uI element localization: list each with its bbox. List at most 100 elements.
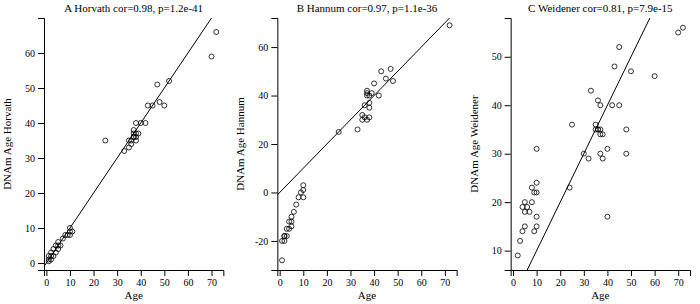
tick: 60 [183,270,193,288]
tick-mark [303,270,304,276]
scatter-point [376,93,381,98]
scatter-point [532,229,537,234]
tick: 0 [278,270,283,288]
y-axis: 1020304050 [492,19,512,271]
tick-mark [38,228,44,229]
tick: 60 [650,270,660,288]
tick-label: 50 [492,51,502,62]
axis-line [38,19,45,271]
plot-area [277,18,456,270]
tick-mark [584,270,585,276]
tick-label: 70 [674,277,684,288]
tick-label: 50 [627,277,637,288]
scatter-point [134,121,139,126]
scatter-point [652,74,657,79]
plot-area [511,18,690,270]
tick-label: 30 [346,277,356,288]
tick-mark [513,270,514,276]
tick: 10 [492,245,511,256]
scatter-point [600,156,605,161]
tick-label: 60 [650,277,660,288]
scatter-point [595,98,600,103]
tick-label: 0 [511,277,516,288]
tick: 20 [258,139,277,150]
tick-label: 20 [556,277,566,288]
scatter-point [600,132,605,137]
tick-label: 0 [44,277,49,288]
axis-line [511,271,690,277]
tick-label: 60 [258,42,268,53]
scatter-point [301,183,306,188]
tick-mark [117,270,118,276]
tick-label: 10 [532,277,542,288]
tick-label: 30 [113,277,123,288]
tick-label: 0 [263,187,268,198]
tick-mark [631,270,632,276]
scatter-point [522,209,527,214]
tick-mark [271,47,277,48]
tick-mark [38,53,44,54]
tick: 40 [603,270,613,288]
scatter-point [520,229,525,234]
tick-label: 50 [25,83,35,94]
panel: 0102030405060700102030405060A Horvath co… [1,1,224,302]
tick-label: 40 [25,118,35,129]
tick-mark [537,270,538,276]
tick-label: 10 [65,277,75,288]
scatter-point [296,195,301,200]
tick-mark [505,202,511,203]
scatter-point [390,79,395,84]
tick-mark [505,57,511,58]
scatter-point [598,151,603,156]
scatter-point [157,100,162,105]
scatter-point [598,103,603,108]
scatter-point [624,127,629,132]
x-axis: 010203040506070 [44,270,223,288]
tick: 50 [492,51,511,62]
tick: 40 [136,270,146,288]
tick-mark [655,270,656,276]
tick-label: 60 [417,277,427,288]
tick-label: 30 [492,148,502,159]
scatter-point [522,200,527,205]
scatter-point [522,224,527,229]
tick-label: -20 [255,236,268,247]
axis-line [271,19,278,271]
tick: 70 [674,270,684,288]
scatter-point [534,180,539,185]
tick-label: 60 [183,277,193,288]
tick-mark [271,144,277,145]
tick: 70 [207,270,217,288]
x-axis: 010203040506070 [511,270,690,288]
tick-mark [141,270,142,276]
tick-label: 50 [160,277,170,288]
tick: 70 [440,270,450,288]
tick-mark [38,88,44,89]
tick-mark [560,270,561,276]
scatter-point [291,209,296,214]
tick-mark [38,158,44,159]
tick: 0 [30,258,44,269]
tick-mark [188,270,189,276]
scatter-point [379,69,384,74]
scatter-point [605,214,610,219]
chart-title: A Horvath cor=0.98, p=1.2e-41 [64,2,203,14]
plot-area [44,18,223,270]
scatter-point [145,103,150,108]
tick: 40 [370,270,380,288]
scatter-point [527,209,532,214]
tick: 10 [299,270,309,288]
scatter-point [624,151,629,156]
panel: 010203040506070-200204060B Hannum cor=0.… [204,2,457,301]
tick-mark [398,270,399,276]
scatter-point [280,258,285,263]
tick: 10 [532,270,542,288]
scatter-point [520,205,525,210]
scatter-series [280,23,453,263]
y-axis-title: DNAm Age Weidener [468,95,480,193]
tick: 20 [556,270,566,288]
tick-mark [421,270,422,276]
tick-mark [38,193,44,194]
y-axis: 0102030405060 [25,19,45,271]
scatter-point [617,103,622,108]
